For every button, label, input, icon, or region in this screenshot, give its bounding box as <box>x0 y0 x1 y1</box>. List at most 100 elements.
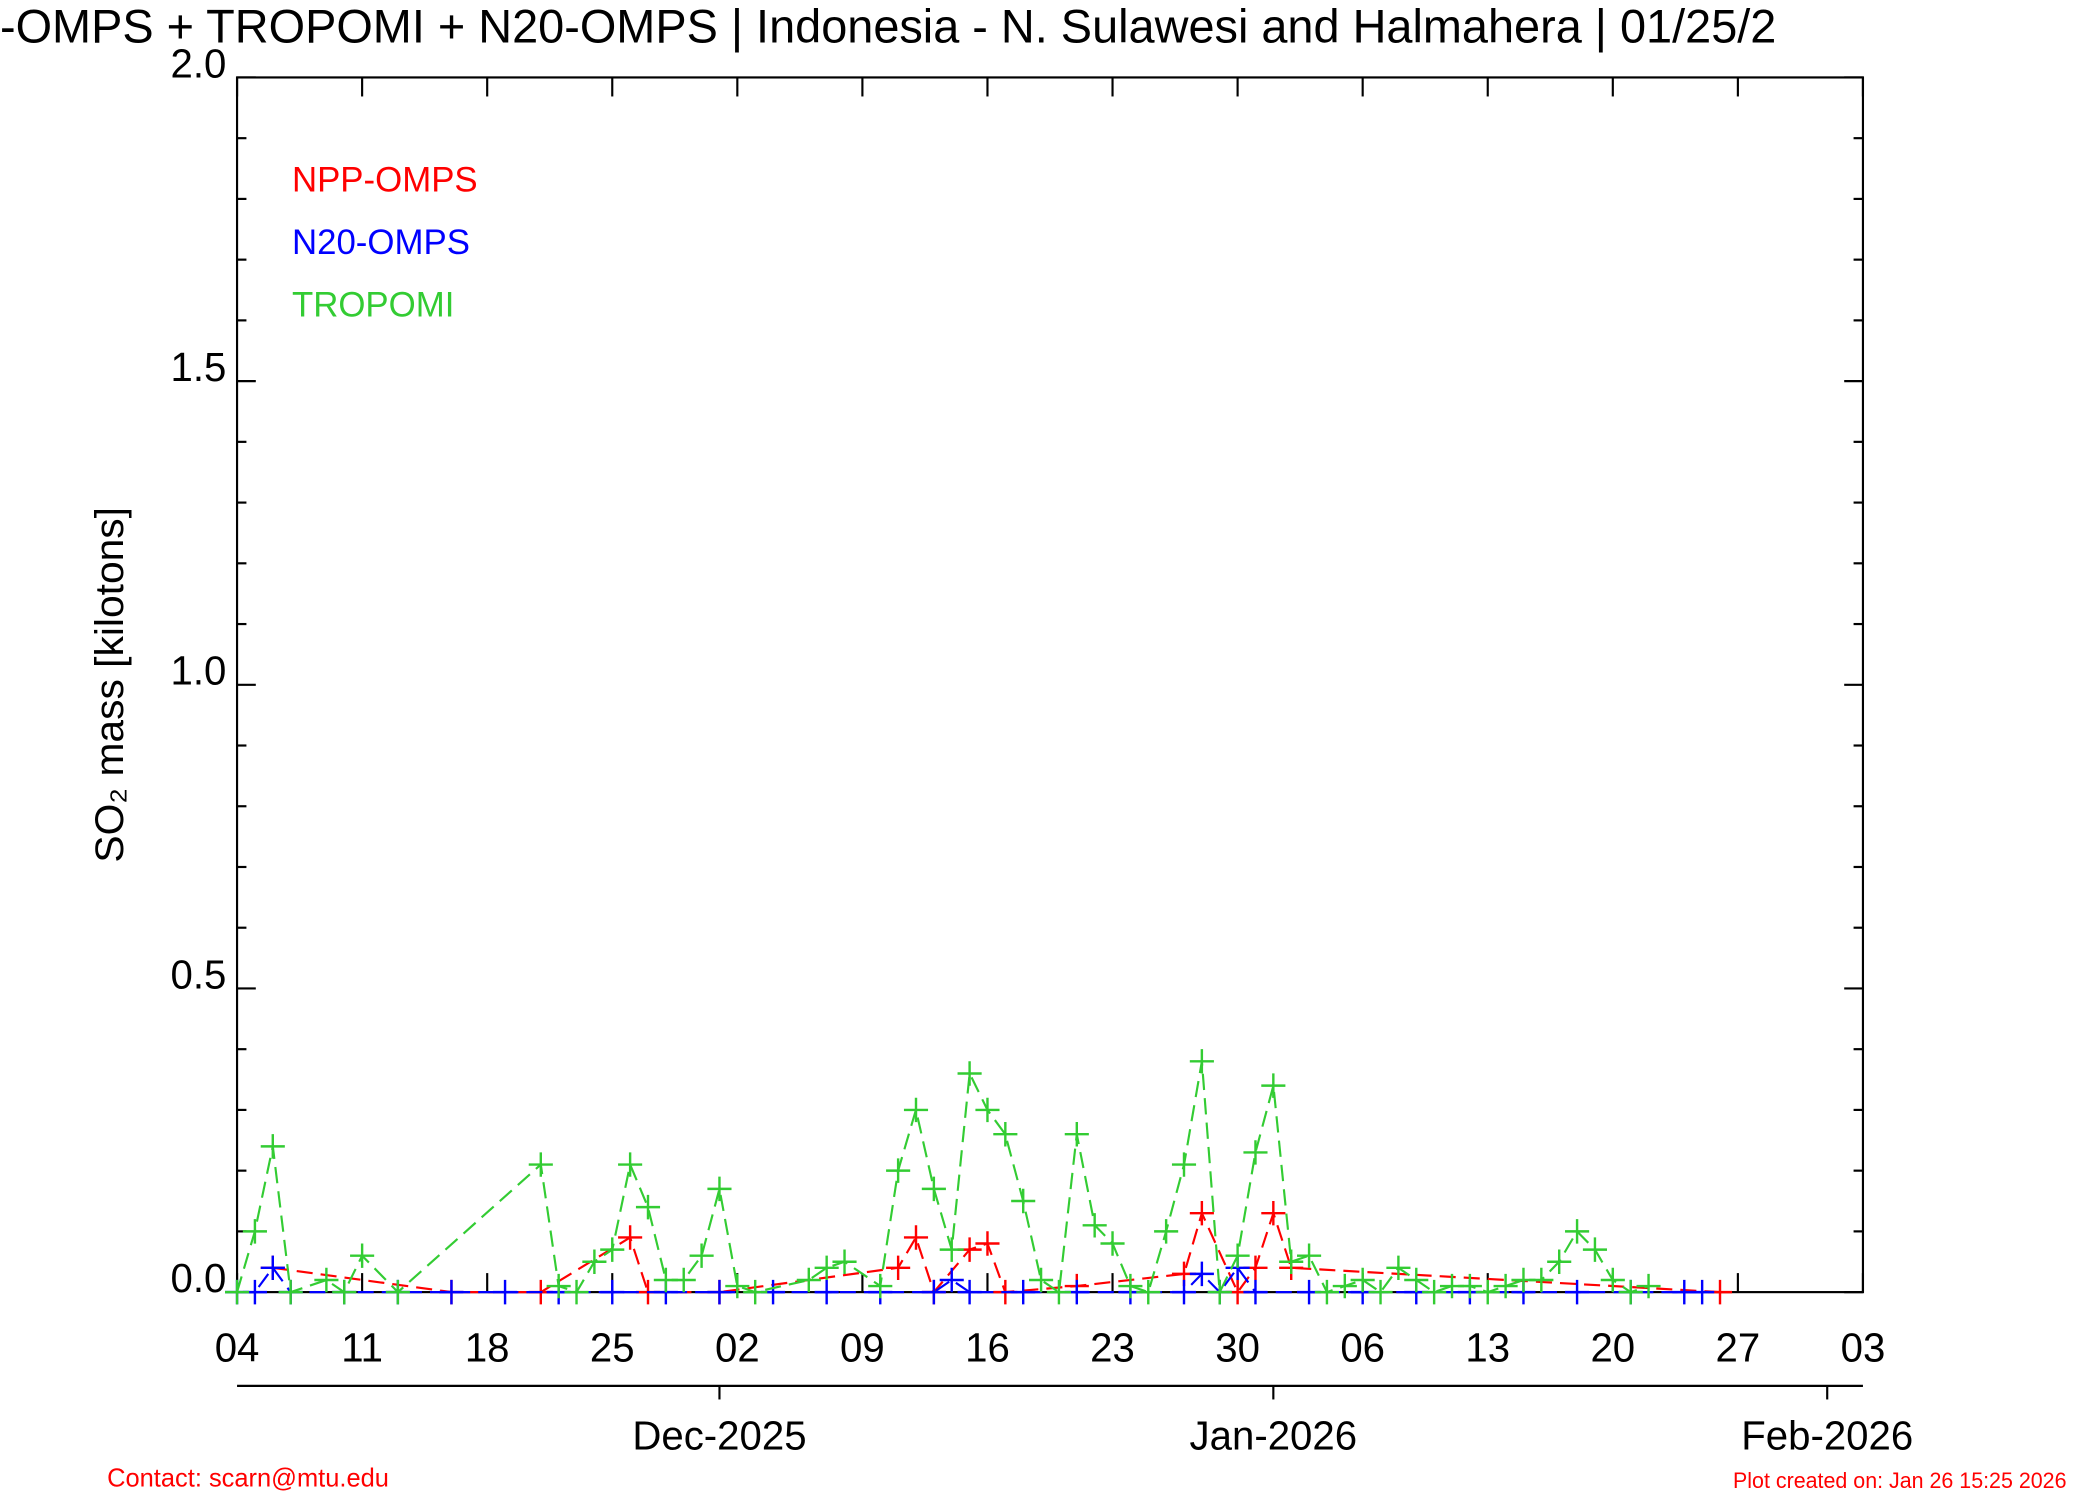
month-label: Dec-2025 <box>632 1412 806 1458</box>
series-marker <box>260 1134 285 1159</box>
series-marker <box>600 1237 625 1262</box>
series-marker <box>743 1279 768 1305</box>
series-marker <box>1368 1279 1393 1305</box>
series-marker <box>260 1255 285 1281</box>
series-marker <box>1261 1073 1286 1098</box>
series-marker <box>1243 1140 1268 1165</box>
series-marker <box>1171 1279 1197 1305</box>
series-marker <box>618 1225 643 1250</box>
series-marker <box>332 1279 357 1305</box>
series-marker <box>439 1279 464 1305</box>
contact-note: Contact: scarn@mtu.edu <box>107 1464 389 1492</box>
series-marker <box>1011 1279 1036 1305</box>
x-tick-label: 27 <box>1716 1324 1761 1370</box>
series-marker <box>1279 1249 1304 1274</box>
x-tick-label: 13 <box>1465 1324 1510 1370</box>
series-marker <box>618 1152 643 1177</box>
series-marker <box>1618 1279 1643 1305</box>
series-marker <box>1475 1279 1500 1305</box>
series-marker <box>1171 1152 1197 1177</box>
series-marker <box>814 1255 839 1281</box>
x-tick-label: 11 <box>341 1324 383 1370</box>
series-marker <box>689 1243 714 1268</box>
series-marker <box>1225 1243 1250 1268</box>
series-marker <box>957 1061 982 1086</box>
series-marker <box>242 1219 267 1244</box>
series-line <box>236 1061 1649 1297</box>
series-marker <box>1332 1273 1357 1299</box>
series-marker <box>796 1267 821 1293</box>
x-tick-label: 23 <box>1090 1324 1135 1370</box>
series-marker <box>635 1194 661 1220</box>
series-line <box>272 1209 1721 1295</box>
series-marker <box>903 1097 929 1123</box>
series-marker <box>1064 1121 1089 1147</box>
month-label: Jan-2026 <box>1190 1412 1358 1458</box>
x-tick-label: 18 <box>465 1324 510 1370</box>
series-marker <box>546 1273 571 1299</box>
series-marker <box>1154 1219 1179 1244</box>
series-marker <box>1011 1188 1036 1214</box>
y-tick-label: 1.5 <box>170 344 226 390</box>
series-marker <box>939 1237 964 1262</box>
series-marker <box>1422 1279 1447 1305</box>
x-tick-label: 09 <box>840 1324 885 1370</box>
series-marker <box>564 1279 589 1305</box>
series-marker <box>493 1279 518 1305</box>
series-marker <box>975 1231 1000 1256</box>
series-marker <box>939 1267 964 1293</box>
series-marker <box>1189 1200 1214 1226</box>
series-marker <box>1690 1279 1715 1305</box>
series-marker <box>725 1273 750 1299</box>
plot-frame <box>235 76 1865 1294</box>
x-tick-label: 06 <box>1340 1324 1385 1370</box>
series-marker <box>1636 1273 1661 1299</box>
series-marker <box>921 1279 946 1305</box>
x-tick-label: 16 <box>965 1324 1010 1370</box>
series-marker <box>1189 1261 1214 1287</box>
series-marker <box>707 1279 732 1305</box>
series-marker <box>975 1097 1000 1123</box>
series-marker <box>528 1152 553 1177</box>
legend-label: TROPOMI <box>292 285 454 324</box>
x-tick-label: 02 <box>715 1324 760 1370</box>
x-tick-label: 04 <box>215 1324 260 1370</box>
series-marker <box>600 1279 625 1305</box>
series-marker <box>886 1255 911 1281</box>
series-marker <box>868 1273 893 1299</box>
series-marker <box>1243 1279 1268 1305</box>
series-marker <box>1029 1267 1054 1293</box>
series-marker <box>1100 1231 1125 1256</box>
series-marker <box>1600 1267 1625 1293</box>
series-marker <box>832 1249 857 1274</box>
series-marker <box>1457 1273 1482 1299</box>
x-tick-label: 20 <box>1590 1324 1635 1370</box>
series-marker <box>582 1249 607 1274</box>
chart-title: -OMPS + TROPOMI + N20-OMPS | Indonesia -… <box>0 0 1776 53</box>
series-marker <box>1404 1267 1429 1293</box>
series-marker <box>278 1279 303 1305</box>
series-marker <box>886 1158 911 1183</box>
y-tick-label: 1.0 <box>170 647 226 693</box>
series-marker <box>1118 1273 1143 1299</box>
series-marker <box>1297 1243 1322 1268</box>
created-note: Plot created on: Jan 26 15:25 2026 <box>1733 1468 2066 1493</box>
series-marker <box>1136 1279 1161 1305</box>
x-tick-label: 30 <box>1215 1324 1260 1370</box>
series-marker <box>1565 1219 1590 1244</box>
series-marker <box>350 1243 375 1268</box>
series-marker <box>1350 1267 1375 1293</box>
y-tick-label: 0.0 <box>170 1255 226 1301</box>
series-marker <box>1207 1279 1232 1305</box>
series-marker <box>1314 1279 1339 1305</box>
series-marker <box>1529 1267 1554 1293</box>
series-marker <box>1565 1279 1590 1305</box>
series-marker <box>707 1176 732 1202</box>
month-label: Feb-2026 <box>1741 1412 1913 1458</box>
series-marker <box>671 1267 696 1293</box>
series-marker <box>1493 1273 1518 1299</box>
series-marker <box>1547 1249 1572 1274</box>
series-marker <box>314 1267 339 1293</box>
